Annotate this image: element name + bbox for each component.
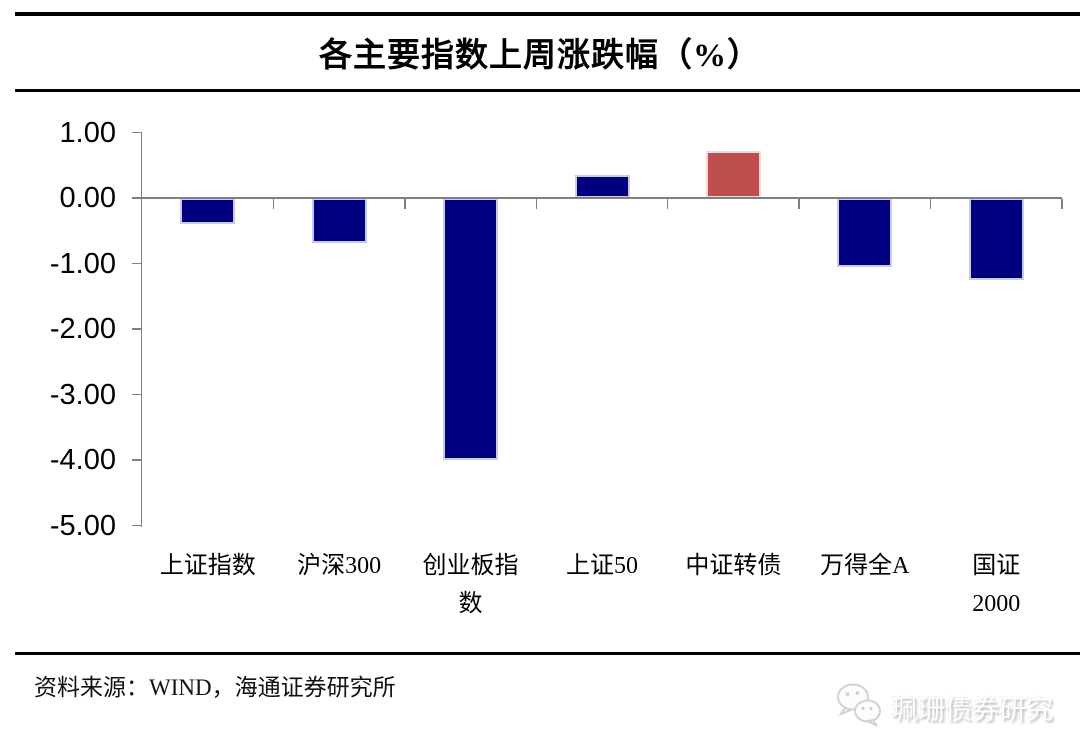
x-tick-label: 万得全A [789, 547, 940, 585]
x-tick [404, 199, 406, 209]
chart-title: 各主要指数上周涨跌幅（%） [319, 38, 761, 74]
watermark: 珮珊债券研究 [836, 682, 1053, 733]
x-axis-zero-line [142, 196, 1062, 200]
y-tick-label: -3.00 [49, 378, 116, 411]
y-tick-label: -1.00 [49, 247, 116, 280]
source-note: 资料来源：WIND，海通证券研究所 [34, 675, 396, 700]
x-tick-label: 国证 2000 [921, 547, 1072, 623]
x-tick-label-line: 万得全A [820, 553, 910, 579]
divider-footer [15, 652, 1080, 655]
y-tick-label: -2.00 [49, 313, 116, 345]
y-tick-label: 1.00 [59, 116, 116, 149]
y-tick [131, 131, 141, 134]
wechat-icon [836, 682, 884, 733]
x-tick [272, 199, 275, 209]
divider-under-title [15, 89, 1080, 92]
y-tick [131, 524, 141, 527]
bar-0 [180, 198, 236, 225]
x-tick [535, 199, 538, 209]
x-tick-label: 上证指数 [132, 547, 283, 585]
y-tick [131, 459, 141, 461]
bar-4 [705, 151, 761, 198]
y-tick-label: -4.00 [49, 444, 116, 476]
x-tick-label-line: 上证指数 [159, 553, 256, 579]
x-tick-label-line: 中证转债 [685, 553, 782, 579]
x-tick [1061, 199, 1063, 209]
y-tick [131, 197, 141, 199]
x-tick-label: 上证50 [526, 547, 677, 585]
bar-6 [968, 198, 1024, 280]
bar-5 [837, 198, 893, 267]
x-tick-label: 创业板指数 [395, 547, 546, 623]
y-axis [140, 131, 142, 527]
bar-2 [443, 198, 499, 460]
y-tick [131, 328, 141, 330]
x-tick [929, 199, 932, 209]
x-tick-label-line: 沪深300 [297, 553, 382, 579]
x-tick [666, 199, 669, 209]
x-tick-label: 沪深300 [263, 547, 414, 585]
x-tick-label-line: 国证 [972, 553, 1021, 579]
bar-3 [574, 175, 630, 198]
x-tick [798, 199, 800, 209]
y-tick [131, 393, 141, 396]
x-tick-label-line: 上证50 [565, 553, 638, 579]
y-tick-label: -5.00 [49, 509, 116, 542]
x-tick-label-line: 创业板指 [422, 553, 519, 579]
divider-top [15, 12, 1080, 16]
bar-1 [311, 198, 367, 243]
x-tick-label-line: 2000 [972, 591, 1021, 617]
x-tick-label: 中证转债 [658, 547, 809, 585]
y-tick [131, 262, 141, 265]
x-tick-label-line: 数 [458, 591, 483, 617]
watermark-label: 珮珊债券研究 [891, 695, 1053, 725]
y-tick-label: 0.00 [59, 182, 116, 214]
